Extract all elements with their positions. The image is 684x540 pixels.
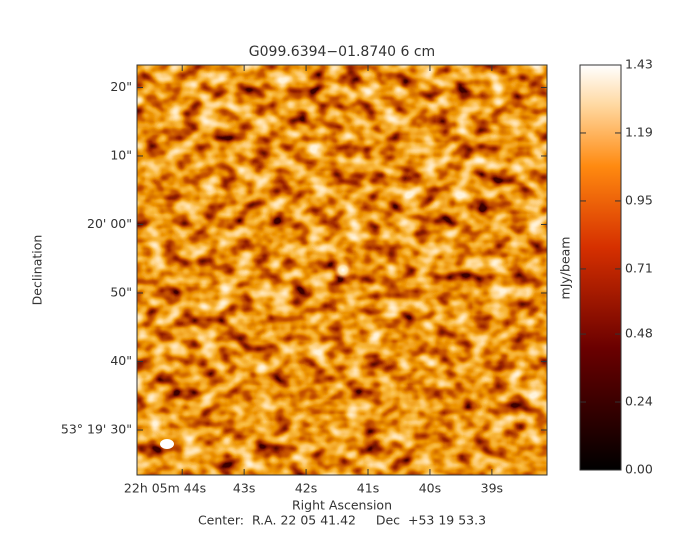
x-tick-label: 22h 05m 44s bbox=[124, 481, 206, 496]
colorbar-tick-label: 1.19 bbox=[625, 124, 653, 139]
frame bbox=[136, 64, 548, 476]
colorbar bbox=[579, 64, 622, 471]
colorbar-tick-label: 0.95 bbox=[625, 192, 653, 207]
footer: Center: R.A. 22 05 41.42 Dec +53 19 53.3 bbox=[198, 513, 486, 528]
y-tick-label: 10" bbox=[110, 147, 132, 162]
x-tick-label: 40s bbox=[419, 481, 441, 496]
title: G099.6394−01.8740 6 cm bbox=[249, 44, 435, 60]
y-tick-label: 20" bbox=[110, 79, 132, 94]
y-tick-label: 53° 19' 30" bbox=[61, 421, 132, 436]
y-tick-label: 50" bbox=[110, 284, 132, 299]
x-tick-label: 43s bbox=[233, 481, 255, 496]
y-tick-label: 20' 00" bbox=[87, 216, 132, 231]
source bbox=[334, 261, 352, 279]
y-tick-label: 40" bbox=[110, 353, 132, 368]
colorbar-label: mJy/beam bbox=[558, 237, 573, 300]
y-label: Declination bbox=[30, 235, 45, 306]
colorbar-tick-label: 0.24 bbox=[625, 394, 653, 409]
colorbar-tick-label: 0.48 bbox=[625, 326, 653, 341]
x-tick-label: 41s bbox=[357, 481, 379, 496]
colorbar-tick-label: 1.43 bbox=[625, 57, 653, 72]
colorbar-tick-label: 0.00 bbox=[625, 462, 653, 477]
beam bbox=[160, 439, 174, 449]
x-tick-label: 42s bbox=[295, 481, 317, 496]
x-label: Right Ascension bbox=[292, 498, 392, 513]
colorbar-tick-label: 0.71 bbox=[625, 260, 653, 275]
x-tick-label: 39s bbox=[481, 481, 503, 496]
